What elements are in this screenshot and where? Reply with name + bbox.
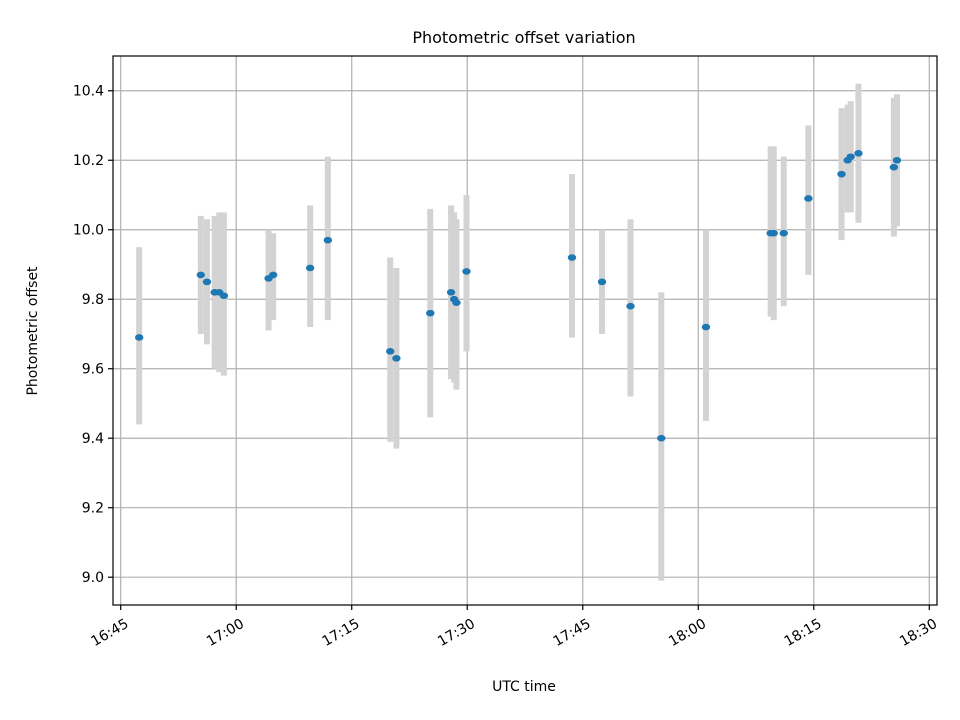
y-tick-label: 9.8 (82, 292, 104, 308)
x-tick-label: 17:00 (204, 616, 247, 650)
data-point (804, 195, 813, 202)
y-tick-label: 10.4 (73, 84, 104, 100)
x-tick-label: 17:15 (320, 616, 363, 650)
error-bars (136, 83, 900, 581)
x-tick-label: 18:15 (782, 616, 825, 650)
data-point (462, 268, 471, 275)
y-axis-label: Photometric offset (25, 266, 41, 396)
data-point (392, 354, 401, 362)
data-point (219, 292, 229, 300)
data-point (597, 278, 607, 286)
data-point (846, 153, 855, 161)
x-tick-label: 17:30 (435, 616, 478, 650)
x-tick-label: 16:45 (89, 616, 132, 650)
data-point (202, 278, 212, 286)
x-axis-ticks: 16:45 17:00 17:15 17:30 17:45 18:00 18:15 18:30 (89, 605, 940, 650)
data-point (386, 348, 395, 355)
data-points (134, 149, 902, 442)
data-point (567, 254, 577, 261)
x-axis-label: UTC time (492, 679, 556, 695)
data-point (837, 170, 846, 178)
data-point (626, 302, 635, 310)
y-tick-label: 9.4 (82, 431, 104, 447)
data-point (889, 163, 899, 171)
data-point (452, 299, 461, 307)
data-point (769, 229, 778, 237)
data-point (134, 334, 144, 341)
y-tick-label: 10.2 (73, 153, 104, 169)
data-point (701, 323, 711, 331)
data-point (323, 236, 333, 244)
data-point (657, 434, 666, 442)
y-tick-label: 9.0 (82, 570, 104, 586)
x-tick-label: 18:30 (897, 616, 940, 650)
x-tick-label: 18:00 (666, 616, 709, 650)
data-point (268, 271, 278, 279)
data-point (426, 309, 435, 317)
data-point (196, 271, 205, 279)
grid-lines (113, 56, 937, 605)
y-tick-label: 9.6 (82, 362, 104, 378)
plot-frame (112, 55, 938, 606)
y-tick-label: 10.0 (73, 223, 104, 239)
x-tick-label: 17:45 (551, 616, 594, 650)
y-tick-label: 9.2 (82, 501, 104, 517)
chart-title: Photometric offset variation (412, 28, 635, 47)
y-axis-ticks: 9.0 9.2 9.4 9.6 9.8 10.0 10.2 10.4 (73, 84, 113, 586)
data-point (854, 149, 863, 157)
data-point (446, 288, 456, 296)
data-point (305, 264, 315, 272)
data-point (892, 156, 902, 164)
data-point (779, 229, 788, 237)
